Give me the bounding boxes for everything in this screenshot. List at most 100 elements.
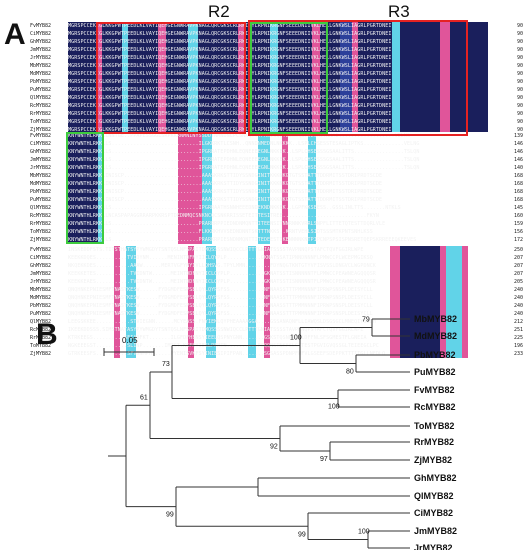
- conservation-highlight: [114, 342, 120, 350]
- alignment-row: MbMYB82 MGRSPCCEKIGLKKGPWTPEEDLKLVAYIQEHG…: [30, 62, 524, 70]
- conservation-highlight: [392, 110, 400, 118]
- conservation-highlight: [166, 110, 188, 118]
- conservation-highlight: [206, 334, 216, 342]
- conservation-highlight: [166, 22, 188, 30]
- conservation-highlight: [392, 102, 400, 110]
- conservation-highlight: [308, 172, 316, 180]
- conservation-highlight: [264, 294, 270, 302]
- conservation-highlight: [462, 286, 468, 294]
- alignment-row: RcMYB82 MGRSPCCEKIGLKKGPWTPEEDLKLVAYIQEHG…: [30, 102, 524, 110]
- conservation-highlight: [248, 286, 256, 294]
- conservation-highlight: [400, 118, 440, 126]
- species-name: ZjMYB82: [30, 351, 52, 357]
- conservation-highlight: [238, 94, 246, 102]
- conservation-highlight: [126, 350, 136, 358]
- conservation-highlight: [264, 334, 270, 342]
- conservation-highlight: [440, 62, 450, 70]
- conservation-highlight: [278, 102, 312, 110]
- residue-count: 146: [513, 141, 523, 147]
- conservation-highlight: [102, 54, 122, 62]
- conservation-highlight: [246, 126, 270, 134]
- conservation-highlight: [450, 30, 488, 38]
- conservation-highlight: [282, 236, 288, 244]
- sequence-letters: MGRSPCCEKIGLKKGPWTPEEDLKLVAYIQEHGEGNWRAV…: [68, 71, 392, 77]
- sequence-text: MGRSPCCEKIGLKKGPWTPEEDLKLVAYIQEHGEGNWRAV…: [68, 46, 488, 54]
- residue-count: 90: [516, 111, 523, 117]
- residue-count: 207: [513, 271, 523, 277]
- conservation-highlight: [282, 172, 288, 180]
- leaf-label: PuMYB82: [414, 367, 456, 377]
- conservation-highlight: [158, 94, 166, 102]
- conservation-highlight: [264, 270, 270, 278]
- conservation-highlight: [248, 294, 256, 302]
- conservation-highlight: [188, 86, 198, 94]
- conservation-highlight: [98, 228, 104, 236]
- alignment-row: PuMYB82 MGRSPCCEKIGLKKGPWTPEEDLKLVAYIQEHG…: [30, 86, 524, 94]
- sequence-letters: KNYWNTHLRKKLLS..........................…: [68, 221, 386, 227]
- conservation-highlight: [68, 164, 98, 172]
- conservation-highlight: [206, 254, 216, 262]
- sequence-letters: MGRSPCCEKIGLKKGPWTPEEDLKLVAYIQEHGEGNWRAV…: [68, 103, 392, 109]
- conservation-highlight: [358, 70, 392, 78]
- conservation-highlight: [446, 302, 462, 310]
- sequence-text: MGRSPCCEKIGLKKGPWTPEEDLKLVAYIQEHGEGNWRAV…: [68, 62, 488, 70]
- residue-count: 139: [513, 133, 523, 139]
- conservation-highlight: [102, 38, 122, 46]
- conservation-highlight: [258, 132, 270, 140]
- conservation-highlight: [198, 70, 238, 78]
- conservation-highlight: [440, 30, 450, 38]
- conservation-highlight: [68, 102, 96, 110]
- conservation-highlight: [308, 228, 316, 236]
- alignment-row: RrMYB82 KNYWNTHLRKKLLS...................…: [30, 220, 524, 228]
- sequence-text: MGRSPCCEKIGLKKGPWTPEEDLKLVAYIQEHGEGNWRAV…: [68, 126, 488, 134]
- conservation-highlight: [270, 38, 278, 46]
- conservation-highlight: [308, 148, 316, 156]
- conservation-highlight: [206, 246, 216, 254]
- conservation-highlight: [462, 246, 468, 254]
- conservation-highlight: [282, 204, 288, 212]
- conservation-highlight: [450, 62, 488, 70]
- species-name: PuMYB82: [30, 87, 52, 93]
- conservation-highlight: [462, 262, 468, 270]
- conservation-highlight: [282, 220, 288, 228]
- conservation-highlight: [264, 326, 270, 334]
- conservation-highlight: [400, 30, 440, 38]
- species-name: JmMYB82: [30, 271, 52, 277]
- leaf-label: CiMYB82: [414, 508, 453, 518]
- conservation-highlight: [440, 302, 446, 310]
- conservation-highlight: [158, 22, 166, 30]
- conservation-highlight: [68, 30, 96, 38]
- conservation-highlight: [282, 132, 288, 140]
- conservation-highlight: [282, 188, 288, 196]
- conservation-highlight: [96, 94, 102, 102]
- conservation-highlight: [270, 22, 278, 30]
- residue-count: 168: [513, 189, 523, 195]
- conservation-highlight: [178, 164, 202, 172]
- conservation-highlight: [128, 54, 158, 62]
- conservation-highlight: [390, 270, 400, 278]
- sequence-text: IKEEKDDSSS.SIMSTNATASYPYWMGDYTSNTQSLNFSP…: [68, 326, 488, 334]
- sequence-letters: KNYWNTHLRKKLLS..........................…: [68, 237, 417, 243]
- region-label-r3: R3: [388, 2, 410, 21]
- bootstrap-label: 100: [290, 335, 302, 342]
- conservation-highlight: [340, 46, 352, 54]
- species-name: ZjMYB82: [30, 237, 52, 243]
- conservation-highlight: [352, 118, 358, 126]
- sequence-letters: MGRSPCCEKIGLKKGPWTPEEDLKLVAYIQEHGEGNWRAV…: [68, 55, 392, 61]
- conservation-highlight: [392, 38, 400, 46]
- conservation-highlight: [202, 236, 212, 244]
- conservation-highlight: [440, 54, 450, 62]
- conservation-highlight: [270, 30, 278, 38]
- conservation-highlight: [282, 212, 288, 220]
- alignment-block: FvMYB82 INSKEDDFSTS.TITSTHATSYPYWMGDYTSNT…: [30, 246, 524, 358]
- conservation-highlight: [358, 94, 392, 102]
- leaf-label: MbMYB82: [414, 314, 457, 324]
- conservation-highlight: [166, 126, 188, 134]
- conservation-highlight: [114, 326, 120, 334]
- conservation-highlight: [126, 286, 136, 294]
- conservation-highlight: [446, 294, 462, 302]
- conservation-highlight: [122, 38, 128, 46]
- conservation-highlight: [96, 110, 102, 118]
- conservation-highlight: [68, 22, 96, 30]
